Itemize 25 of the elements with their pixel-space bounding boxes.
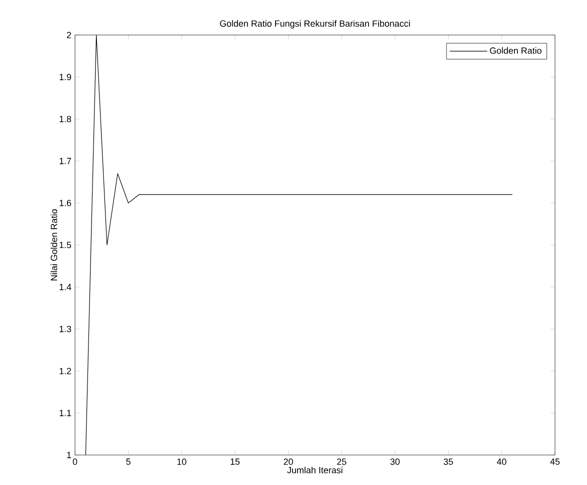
x-tick-label: 15 [230, 458, 240, 465]
y-tick-label: 1.1 [60, 410, 72, 416]
x-tick-label: 25 [337, 458, 346, 465]
y-tick-label: 1.8 [60, 116, 72, 122]
y-tick-label: 1.9 [60, 74, 72, 80]
x-tick-label: 0 [72, 458, 78, 465]
y-axis-title: Nilai Golden Ratio [50, 209, 58, 280]
legend-label: Golden Ratio [490, 47, 542, 54]
y-tick-label: 1.6 [60, 200, 72, 206]
x-tick-label: 5 [126, 458, 130, 465]
y-tick-label: 1.7 [60, 158, 72, 164]
x-tick-label: 30 [390, 458, 400, 465]
x-tick-label: 10 [177, 458, 186, 465]
x-tick-label: 45 [550, 458, 560, 465]
x-tick-label: 35 [444, 458, 453, 465]
x-tick-label: 40 [496, 458, 506, 465]
y-tick-label: 1.2 [60, 368, 72, 374]
x-tick-label: 20 [284, 458, 293, 465]
chart-title: Golden Ratio Fungsi Rekursif Barisan Fibonacci [220, 20, 410, 28]
x-axis-title: Jumlah Iterasi [287, 466, 342, 474]
y-tick-label: 1 [67, 452, 72, 458]
y-tick-label: 1.3 [60, 326, 72, 332]
y-tick-label: 2 [66, 32, 72, 38]
y-tick-label: 1.5 [60, 242, 72, 248]
y-tick-label: 1.4 [60, 284, 72, 290]
